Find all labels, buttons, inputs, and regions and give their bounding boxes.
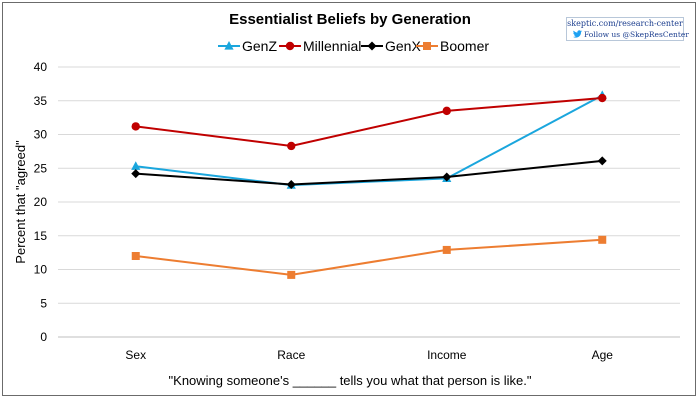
source-follow-text: Follow us @SkepResCenter	[584, 30, 689, 39]
legend-marker-genx	[367, 41, 377, 51]
series-line-genx	[135, 159, 603, 186]
series-line-genz	[135, 94, 603, 187]
legend-label-boomer: Boomer	[440, 38, 489, 54]
x-tick-label: Income	[427, 348, 467, 362]
data-point-millennial	[287, 141, 296, 151]
series-line-boomer	[135, 238, 603, 276]
data-point-boomer	[131, 252, 140, 260]
y-tick-label: 5	[40, 296, 47, 310]
source-url[interactable]: skeptic.com/research-center	[567, 19, 683, 28]
series-line-millennial	[135, 97, 603, 147]
data-point-genz	[131, 161, 141, 170]
y-tick-label: 30	[34, 128, 48, 142]
data-point-boomer	[598, 235, 607, 244]
series-group	[131, 90, 607, 279]
data-point-millennial	[442, 106, 451, 116]
legend-label-millennial: Millennial	[303, 38, 361, 54]
chart-frame	[2, 2, 696, 396]
legend-marker-genz	[224, 41, 234, 50]
y-tick-label: 40	[34, 60, 48, 74]
chart-title: Essentialist Beliefs by Generation	[229, 11, 471, 28]
y-tick-label: 10	[34, 263, 48, 277]
y-tick-label: 0	[40, 330, 47, 344]
data-point-millennial	[131, 122, 140, 131]
x-tick-label: Sex	[125, 348, 146, 362]
source-follow[interactable]: Follow us @SkepResCenter	[573, 30, 689, 39]
source-badge[interactable]: skeptic.com/research-center Follow us @S…	[566, 17, 689, 41]
y-axis-label: Percent that "agreed"	[13, 140, 28, 264]
y-tick-label: 15	[34, 229, 48, 243]
legend-marker-boomer	[423, 42, 431, 50]
data-point-genx	[597, 156, 607, 166]
legend: GenZ Millennial GenX Boomer	[218, 38, 489, 54]
data-point-boomer	[442, 245, 451, 254]
x-tick-label: Race	[277, 348, 305, 362]
y-tick-label: 20	[34, 195, 48, 209]
data-point-boomer	[287, 270, 296, 279]
data-point-genx	[286, 179, 296, 189]
legend-marker-millennial	[285, 41, 295, 51]
gridlines	[58, 66, 680, 338]
legend-label-genx: GenX	[385, 38, 421, 54]
data-point-genx	[131, 169, 141, 179]
x-axis-label: "Knowing someone's ______ tells you what…	[169, 373, 532, 388]
twitter-icon	[573, 30, 582, 38]
y-tick-labels: 0 5 10 15 20 25 30 35 40	[34, 60, 48, 344]
data-point-millennial	[598, 93, 607, 103]
y-tick-label: 35	[34, 94, 48, 108]
x-tick-label: Age	[592, 348, 614, 362]
x-tick-labels: Sex Race Income Age	[125, 348, 613, 362]
legend-label-genz: GenZ	[242, 38, 277, 54]
y-tick-label: 25	[34, 161, 48, 175]
data-point-genx	[442, 172, 452, 182]
